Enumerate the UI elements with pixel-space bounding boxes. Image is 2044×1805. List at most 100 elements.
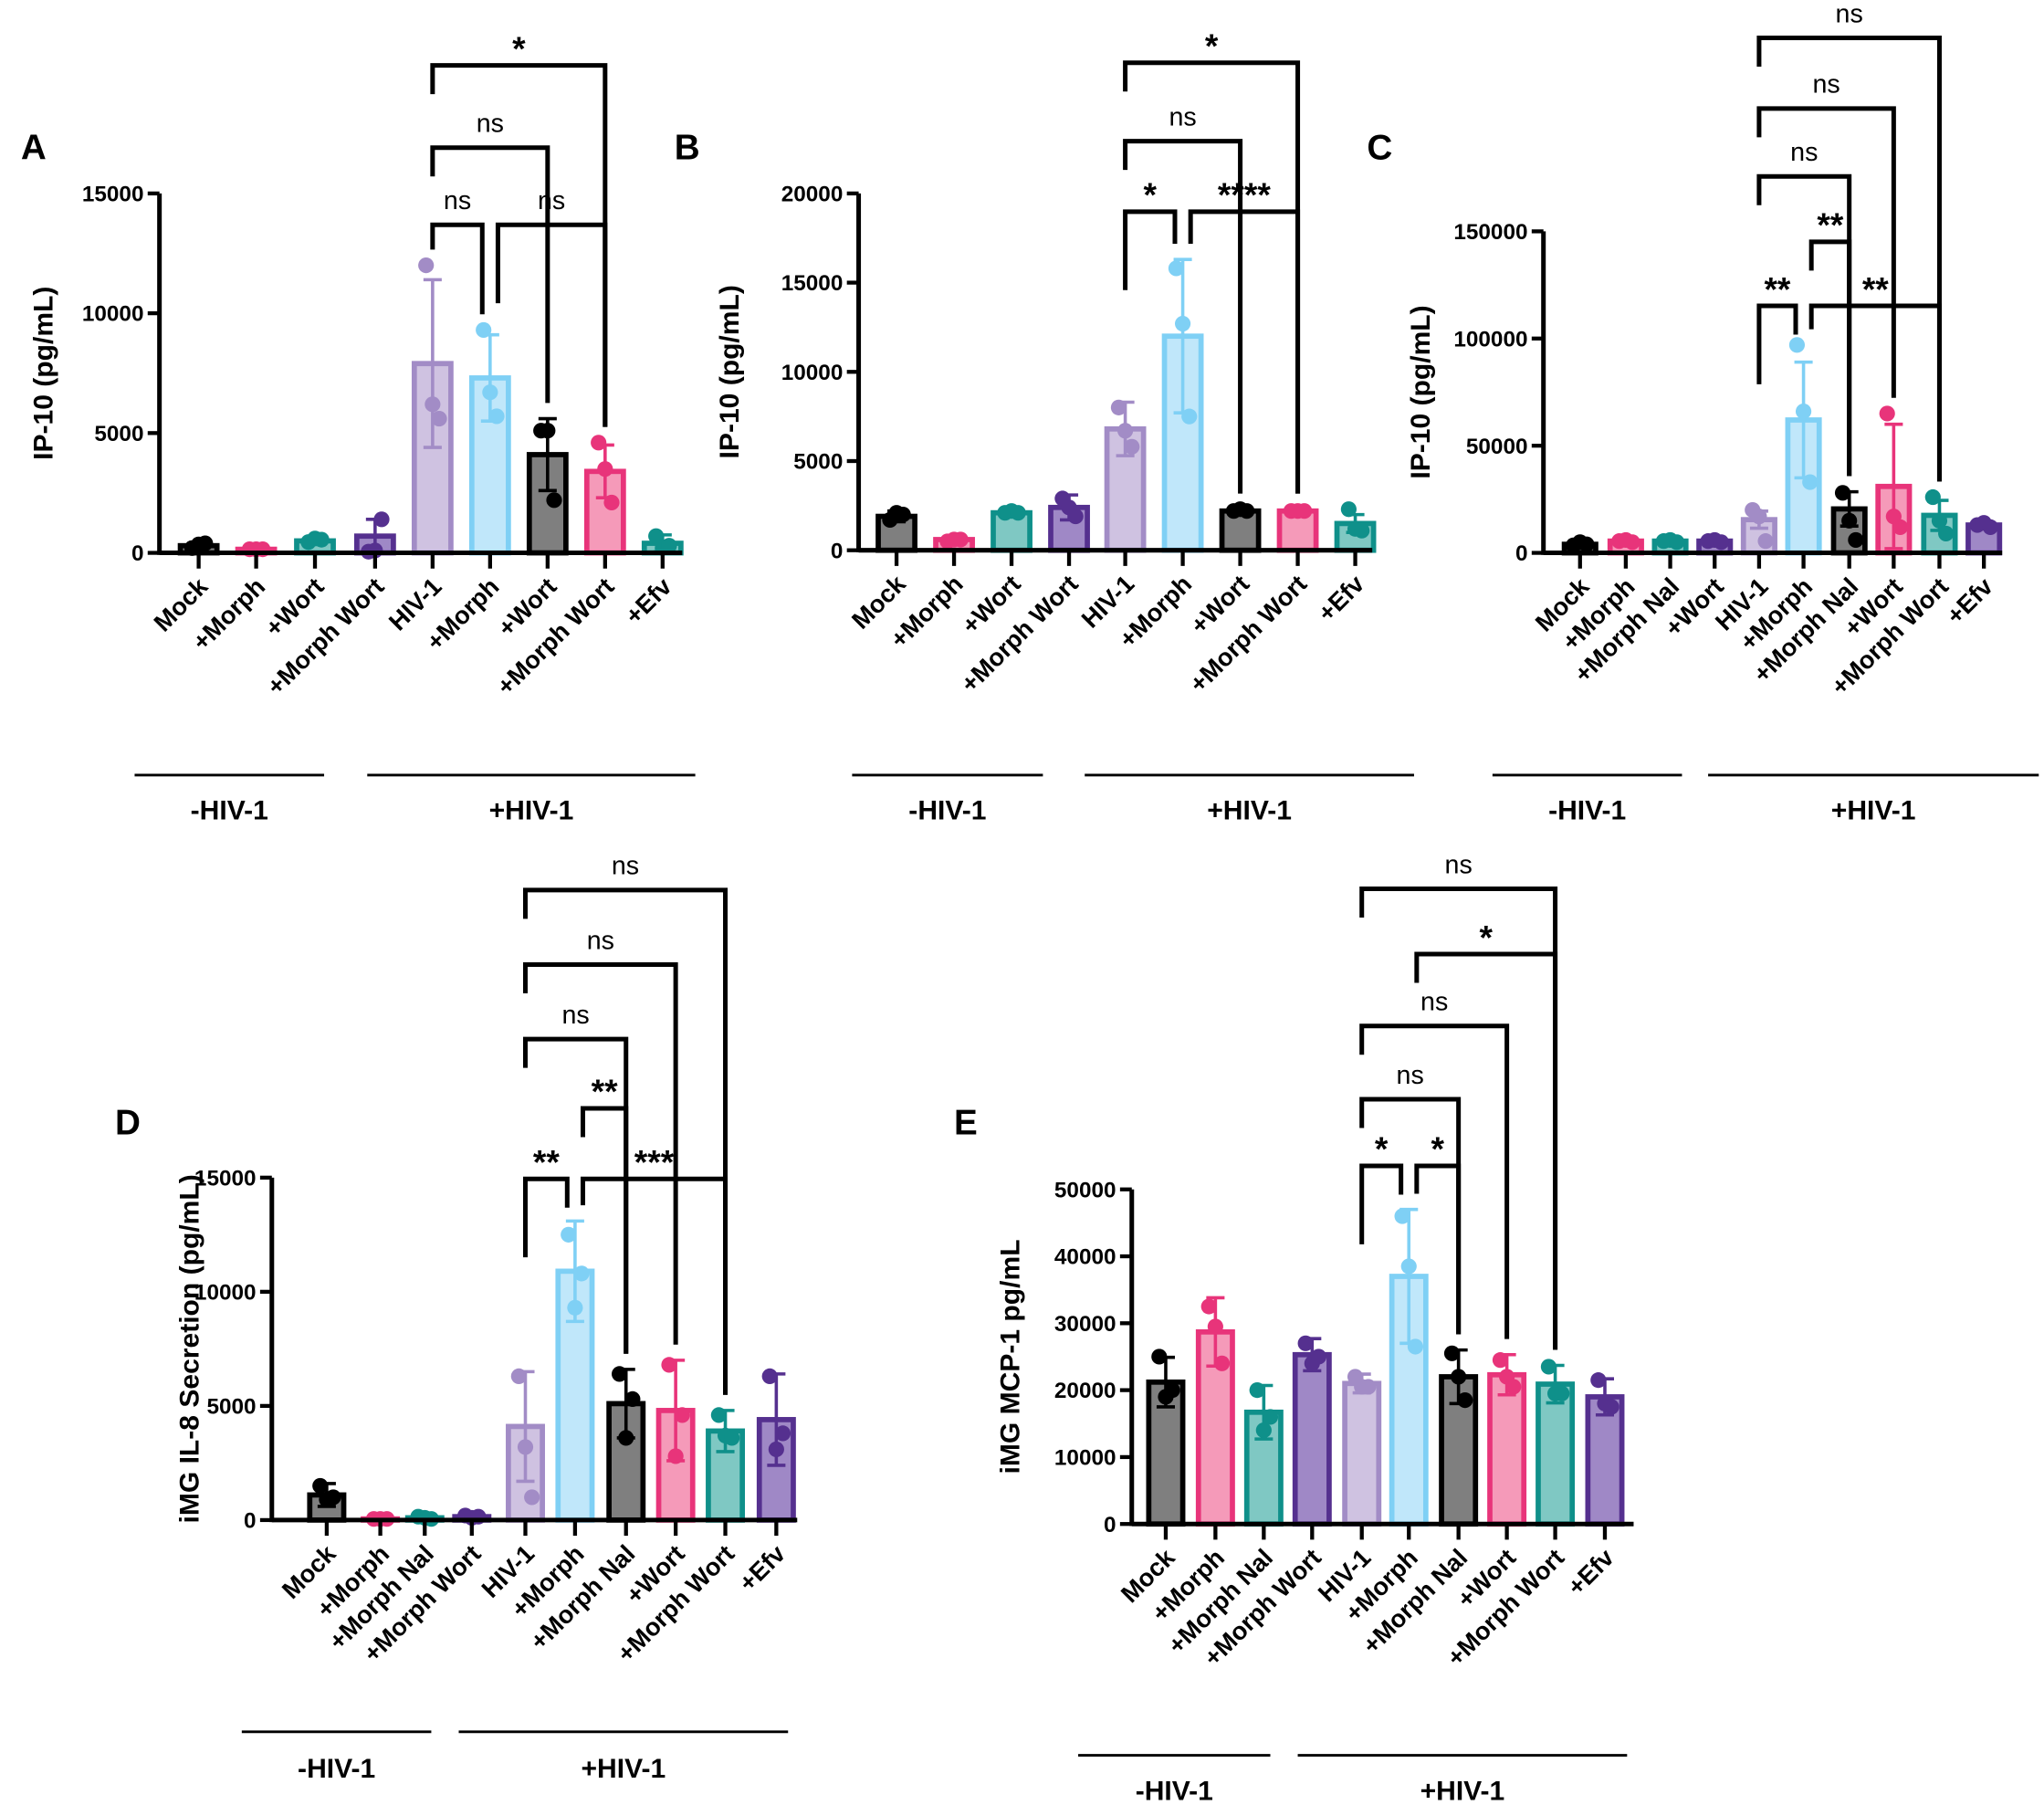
data-point [1200, 1298, 1217, 1315]
panel-letter: B [675, 129, 700, 168]
y-tick-label: 10000 [1054, 1446, 1116, 1471]
significance-bracket: ns [1359, 988, 1510, 1339]
data-point [1451, 1369, 1467, 1385]
data-point [895, 507, 911, 523]
significance-label: ns [1445, 850, 1473, 879]
data-point [1181, 408, 1198, 425]
data-point [774, 1425, 791, 1442]
y-tick-label: 0 [1104, 1513, 1116, 1537]
significance-label: ** [1862, 269, 1889, 308]
data-point [603, 494, 620, 511]
y-tick-label: 150000 [1453, 220, 1527, 245]
data-point [1931, 512, 1948, 529]
y-axis-label: iMG IL-8 Secretion (pg/mL) [175, 1174, 205, 1523]
data-point [325, 1489, 341, 1506]
data-point [724, 1430, 740, 1446]
data-point [624, 1390, 641, 1407]
y-tick-label: 0 [131, 541, 144, 566]
data-point [1554, 1385, 1570, 1401]
data-point [1879, 405, 1895, 422]
bracket-line [522, 1176, 570, 1258]
category-label: +Efv [619, 572, 676, 630]
data-point [591, 435, 607, 451]
y-tick-label: 20000 [1054, 1379, 1116, 1403]
significance-bracket: ns [1756, 138, 1852, 477]
group-label: -HIV-1 [908, 796, 986, 826]
group-label: +HIV-1 [1420, 1776, 1505, 1805]
data-point [1207, 1318, 1223, 1335]
data-point [1924, 488, 1941, 506]
significance-label: ns [1813, 70, 1840, 100]
data-point [667, 1448, 684, 1464]
data-point [618, 1430, 634, 1446]
data-point [1296, 503, 1313, 519]
bracket-line [1756, 106, 1896, 398]
y-tick-label: 100000 [1453, 327, 1527, 352]
data-point [1124, 438, 1140, 455]
data-point [488, 408, 505, 425]
data-point [768, 1441, 784, 1457]
significance-label: * [1431, 1129, 1444, 1168]
group-label: +HIV-1 [1207, 796, 1292, 826]
data-point [1262, 1409, 1279, 1425]
data-point [510, 1368, 527, 1384]
significance-label: ns [1420, 988, 1448, 1017]
data-point [1360, 1379, 1377, 1395]
data-point [524, 1489, 540, 1506]
data-point [1168, 260, 1185, 277]
bar-10 [1585, 1394, 1625, 1527]
significance-label: ns [477, 110, 504, 139]
data-point [661, 1357, 677, 1373]
y-tick-label: 10000 [82, 302, 144, 327]
bracket-line [1359, 886, 1558, 1350]
data-point [1249, 1382, 1265, 1399]
group-label: +HIV-1 [1831, 796, 1916, 826]
data-point [1578, 536, 1595, 552]
panel-letter: D [115, 1104, 141, 1143]
significance-label: ns [444, 186, 471, 215]
data-point [1354, 522, 1370, 539]
bracket-line [1756, 36, 1942, 482]
data-point [761, 1368, 778, 1384]
significance-label: ns [1169, 102, 1196, 131]
data-point [1603, 1399, 1619, 1415]
panel-E: E 0 10000 20000 30000 40000 50000 iMG MCP-1 pg/… [954, 850, 1634, 1805]
significance-bracket: ns [1123, 102, 1243, 494]
y-tick-label: 0 [831, 539, 844, 563]
data-point [1213, 1355, 1231, 1371]
significance-bracket: ns [1359, 1061, 1462, 1335]
y-tick-label: 10000 [194, 1280, 257, 1305]
significance-bracket: * [1359, 1129, 1404, 1244]
significance-bracket: ** [522, 1143, 570, 1258]
significance-label: ** [1817, 205, 1843, 244]
data-point [648, 528, 665, 544]
y-tick-label: 0 [1515, 541, 1528, 566]
y-tick-label: 20000 [781, 182, 844, 206]
category-label: +Efv [1562, 1543, 1619, 1600]
bracket-line [1756, 173, 1852, 477]
significance-label: ns [1836, 0, 1863, 28]
group-label: +HIV-1 [582, 1754, 666, 1784]
significance-label: **** [1218, 175, 1271, 214]
data-point [1590, 1372, 1607, 1389]
y-tick-label: 10000 [781, 361, 844, 385]
data-point [1802, 474, 1819, 490]
bar-4 [1292, 1351, 1332, 1527]
data-point [1795, 404, 1812, 420]
category-label: +Efv [733, 1539, 791, 1597]
significance-label: ** [592, 1072, 618, 1110]
significance-bracket: ns [1359, 850, 1558, 1350]
y-tick-label: 5000 [793, 450, 843, 475]
bracket-line [430, 63, 608, 427]
data-point [710, 1407, 727, 1423]
data-point [1310, 1349, 1327, 1365]
data-point [1407, 1338, 1423, 1355]
bracket-line [1756, 303, 1798, 384]
data-point [197, 535, 214, 551]
data-point [661, 538, 677, 554]
y-tick-label: 15000 [82, 182, 144, 206]
data-point [561, 1226, 577, 1243]
significance-bracket: **** [1188, 175, 1301, 494]
data-point [1164, 1382, 1180, 1399]
